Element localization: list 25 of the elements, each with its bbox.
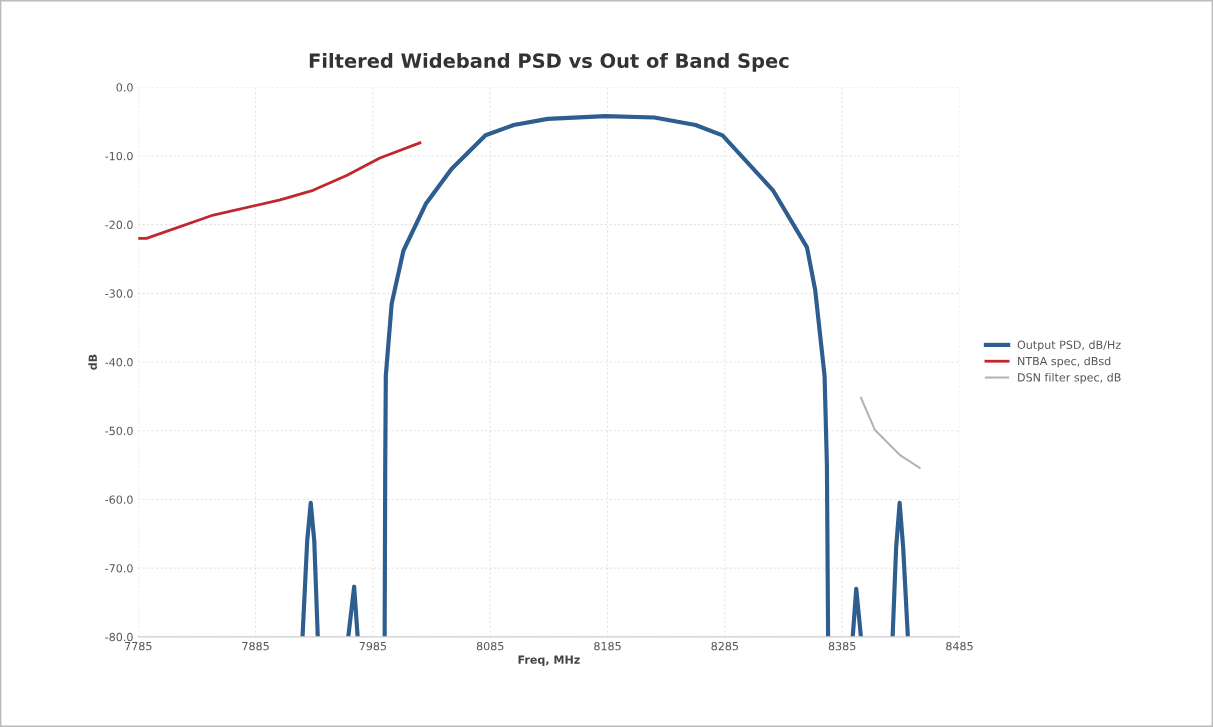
- x-tick-label: 8185: [594, 641, 621, 651]
- y-axis-title: dB: [88, 354, 97, 370]
- x-axis-title: Freq, MHz: [518, 655, 580, 666]
- chart-title: Filtered Wideband PSD vs Out of Band Spec: [309, 53, 789, 72]
- y-tick-label: 0.0: [116, 83, 133, 92]
- y-tick-label: -50.0: [105, 426, 133, 436]
- y-tick-label: -30.0: [105, 289, 133, 298]
- x-tick-label: 8385: [828, 641, 856, 651]
- y-tick-label: -10.0: [105, 151, 133, 161]
- y-tick-label: -40.0: [105, 358, 133, 367]
- x-tick-label: 7885: [242, 641, 269, 651]
- x-tick-label: 8285: [711, 641, 739, 651]
- x-tick-label: 8085: [476, 641, 504, 651]
- legend-label: NTBA spec, dBsd: [1018, 356, 1111, 368]
- y-tick-label: -20.0: [105, 220, 133, 230]
- legend-label: Output PSD, dB/Hz: [1017, 340, 1121, 352]
- legend-label: DSN filter spec, dB: [1018, 372, 1121, 384]
- y-tick-label: -70.0: [105, 564, 133, 573]
- x-tick-label: 7985: [359, 641, 387, 651]
- y-tick-label: -80.0: [105, 632, 133, 642]
- y-tick-label: -60.0: [105, 495, 133, 504]
- line-series: [859, 396, 921, 469]
- line-series: [138, 141, 422, 240]
- x-tick-label: 7785: [125, 641, 152, 651]
- x-tick-label: 8485: [946, 641, 973, 651]
